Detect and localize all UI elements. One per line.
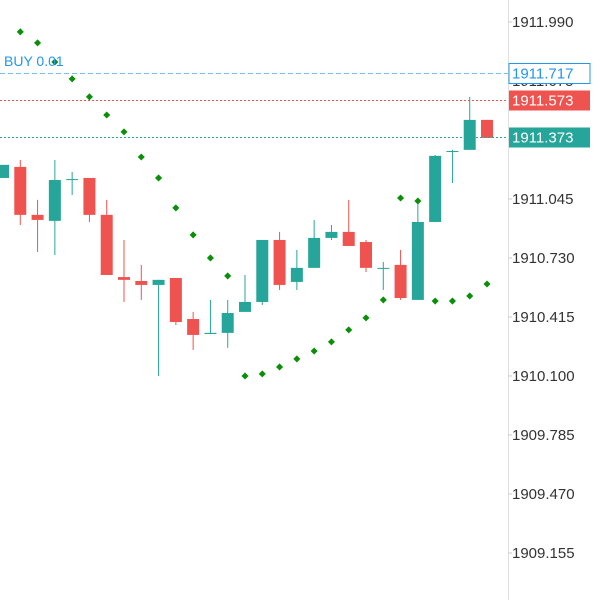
candle-body	[135, 280, 148, 285]
sar-dot	[85, 93, 93, 101]
candle-body	[463, 119, 476, 150]
sar-dot	[258, 370, 266, 378]
price-label: 1911.717	[512, 65, 573, 82]
candle-body	[394, 264, 407, 299]
sar-dot	[34, 39, 42, 47]
candle-body	[377, 267, 390, 269]
y-tick-label: 1909.470	[512, 486, 575, 503]
sar-dot	[103, 111, 111, 119]
sar-dot	[137, 153, 145, 161]
candle-body	[83, 177, 96, 215]
candle-body	[187, 319, 200, 335]
sar-dot	[397, 194, 405, 202]
sar-dot	[310, 347, 318, 355]
sar-dot	[120, 128, 128, 136]
candle-body	[152, 279, 165, 285]
sar-dot	[241, 372, 249, 380]
sar-dot	[224, 272, 232, 280]
y-tick-label: 1910.100	[512, 368, 575, 385]
candle-body	[360, 242, 373, 268]
sar-dot	[483, 280, 491, 288]
candle-body	[325, 231, 338, 238]
candle-body	[446, 150, 459, 152]
order-label: BUY 0.01	[4, 53, 64, 69]
y-tick-label: 1910.730	[512, 250, 575, 267]
sar-dot	[345, 326, 353, 334]
sar-dot	[431, 297, 439, 305]
price-label-box	[508, 63, 591, 84]
sar-dot	[172, 204, 180, 212]
price-label: 1911.573	[512, 92, 573, 109]
sar-dot	[16, 28, 24, 36]
sar-dot	[466, 292, 474, 300]
y-tick-label: 1909.155	[512, 545, 575, 562]
sar-dot	[189, 231, 197, 239]
candle-body	[14, 166, 27, 215]
sar-dot	[448, 297, 456, 305]
price-label-box	[509, 127, 590, 148]
candle-body	[31, 214, 44, 220]
candle-body	[100, 214, 113, 275]
price-label-box	[509, 90, 590, 111]
y-tick-label: 1911.045	[512, 191, 573, 208]
price-label: 1911.373	[512, 129, 573, 146]
candle-body	[204, 332, 217, 334]
candle-body	[0, 164, 9, 178]
sar-dot	[414, 197, 422, 205]
y-tick-label: 1909.785	[512, 427, 575, 444]
y-tick-label: 1910.415	[512, 309, 575, 326]
sar-dot	[379, 296, 387, 304]
candle-body	[273, 239, 286, 285]
candle-body	[118, 277, 131, 280]
sar-dot	[293, 355, 301, 363]
candle-body	[290, 267, 303, 282]
sar-dot	[68, 75, 76, 83]
candle-body	[481, 119, 494, 138]
candle-body	[169, 277, 182, 323]
y-tick-label: 1911.990	[512, 14, 573, 31]
candle-body	[256, 239, 269, 302]
sar-dot	[276, 363, 284, 371]
sar-dot	[155, 174, 163, 182]
candle-body	[411, 221, 424, 300]
candle-body	[308, 237, 321, 268]
candle-body	[429, 155, 442, 222]
candle-body	[342, 231, 355, 246]
candle-body	[66, 179, 79, 181]
candle-body	[239, 301, 252, 312]
sar-dot	[206, 254, 214, 262]
candle-body	[48, 180, 61, 221]
sar-dot	[362, 314, 370, 322]
sar-dot	[327, 338, 335, 346]
candle-body	[221, 313, 234, 333]
